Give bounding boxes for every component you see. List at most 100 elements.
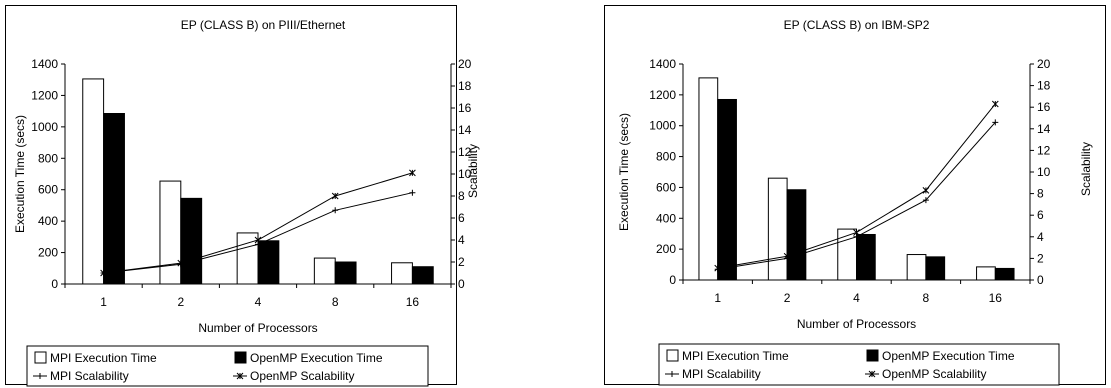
y-tick-label: 1000 [649, 119, 676, 133]
openmp-time-bar [786, 189, 807, 281]
openmp-scalability-point [331, 192, 339, 200]
openmp-scalability-point [922, 187, 930, 194]
y2-tick-label: 14 [458, 123, 472, 137]
y2-tick-label: 0 [458, 277, 465, 291]
openmp-time-bar [103, 113, 125, 285]
y-tick-label: 1400 [649, 57, 676, 71]
x-tick-label: 1 [714, 291, 721, 305]
legend-marker-openmp-scalability [868, 370, 876, 378]
openmp-scalability-point [254, 236, 262, 244]
mpi-time-bar [82, 78, 105, 285]
x-tick-label: 4 [255, 295, 262, 309]
mpi-time-bar [906, 254, 927, 281]
chart-title: EP (CLASS B) on PIII/Ethernet [181, 18, 346, 32]
y-axis-label: Execution Time (secs) [617, 113, 631, 231]
y-tick-label: 400 [38, 214, 58, 228]
y2-tick-label: 2 [458, 255, 465, 269]
y2-tick-label: 18 [1037, 79, 1051, 93]
legend-marker-mpi-scalability [669, 371, 675, 377]
y2-tick-label: 12 [458, 145, 472, 159]
openmp-scalability-point [853, 229, 860, 236]
legend-label-openmp-time: OpenMP Execution Time [882, 349, 1015, 363]
mpi-scalability-point [922, 197, 929, 204]
y2-tick-label: 0 [1037, 273, 1044, 287]
y2-tick-label: 4 [458, 233, 465, 247]
mpi-time-bar [698, 77, 719, 281]
legend-swatch-openmp-time [866, 349, 879, 362]
x-tick-label: 2 [784, 291, 791, 305]
y-tick-label: 200 [656, 242, 676, 256]
mpi-time-bar [767, 177, 788, 281]
y2-tick-label: 2 [1037, 251, 1044, 265]
openmp-scalability-point [783, 252, 791, 260]
mpi-time-bar [976, 266, 996, 281]
y2-tick-label: 4 [1037, 230, 1044, 244]
y2-axis-label: Scalability [466, 144, 480, 198]
chart-svg-ibm-sp2: EP (CLASS B) on IBM-SP202004006008001000… [617, 18, 1093, 386]
x-tick-label: 16 [406, 295, 420, 309]
chart-title: EP (CLASS B) on IBM-SP2 [784, 18, 930, 32]
legend-box [26, 345, 429, 387]
legend-swatch-mpi-time [666, 349, 679, 362]
y-tick-label: 1400 [31, 57, 58, 71]
legend-label-openmp-scalability: OpenMP Scalability [882, 367, 987, 381]
openmp-scalability-point [100, 269, 107, 277]
y2-tick-label: 20 [458, 57, 472, 71]
openmp-time-bar [180, 197, 203, 285]
x-tick-label: 8 [923, 291, 930, 305]
x-tick-label: 16 [989, 291, 1003, 305]
x-axis-label: Number of Processors [797, 317, 916, 331]
y2-tick-label: 8 [1037, 187, 1044, 201]
openmp-scalability-point [714, 264, 722, 272]
y-tick-label: 0 [669, 273, 676, 287]
legend-swatch-openmp-time [234, 351, 247, 364]
y2-tick-label: 6 [1037, 208, 1044, 222]
y2-tick-label: 12 [1037, 143, 1051, 157]
legend: MPI Execution Time OpenMP Execution Time M… [658, 343, 1060, 386]
openmp-scalability-point [409, 169, 416, 177]
legend-label-mpi-scalability: MPI Scalability [682, 367, 761, 381]
y-tick-label: 1200 [649, 88, 676, 102]
openmp-time-bar [925, 256, 946, 281]
legend-label-mpi-scalability: MPI Scalability [50, 369, 129, 383]
y2-tick-label: 16 [1037, 100, 1051, 114]
y-tick-label: 1200 [31, 88, 58, 102]
y-tick-label: 800 [38, 151, 58, 165]
mpi-time-bar [313, 257, 336, 285]
legend-label-openmp-scalability: OpenMP Scalability [250, 369, 355, 383]
legend-marker-mpi-scalability [37, 373, 43, 379]
y2-axis-label: Scalability [1079, 142, 1093, 196]
openmp-scalability-point [991, 100, 999, 108]
y2-tick-label: 20 [1037, 57, 1051, 71]
x-tick-label: 1 [100, 295, 107, 309]
legend: MPI Execution Time OpenMP Execution Time M… [26, 345, 429, 387]
legend-label-mpi-time: MPI Execution Time [682, 349, 789, 363]
chart-panel-ibm-sp2: EP (CLASS B) on IBM-SP2 0 200 400 600 800 1000… [604, 5, 1106, 386]
x-tick-label: 2 [177, 295, 184, 309]
x-axis-label: Number of Processors [198, 321, 317, 335]
openmp-scalability-point [177, 259, 185, 267]
chart-svg-piii: EP (CLASS B) on PIII/Ethernet02004006008… [13, 18, 480, 387]
openmp-time-bar [257, 240, 280, 285]
mpi-scalability-point [409, 189, 416, 196]
legend-label-openmp-time: OpenMP Execution Time [250, 351, 383, 365]
y-tick-label: 0 [51, 277, 58, 291]
legend-box [658, 343, 1060, 386]
y-tick-label: 600 [38, 183, 58, 197]
mpi-time-bar [159, 180, 182, 285]
openmp-time-bar [856, 233, 876, 281]
y2-tick-label: 6 [458, 211, 465, 225]
openmp-time-bar [994, 267, 1015, 281]
y2-tick-label: 10 [458, 167, 472, 181]
y2-tick-label: 18 [458, 79, 472, 93]
legend-marker-openmp-scalability [236, 372, 244, 380]
y-tick-label: 1000 [31, 120, 58, 134]
mpi-time-bar [391, 262, 413, 285]
x-tick-label: 4 [853, 291, 860, 305]
y2-tick-label: 8 [458, 189, 465, 203]
y-tick-label: 200 [38, 246, 58, 260]
chart-panel-piii: EP (CLASS B) on PIII/Ethernet 0 200 400 600 8… [5, 5, 480, 387]
legend-label-mpi-time: MPI Execution Time [50, 351, 157, 365]
y2-tick-label: 10 [1037, 165, 1051, 179]
x-tick-label: 8 [332, 295, 339, 309]
